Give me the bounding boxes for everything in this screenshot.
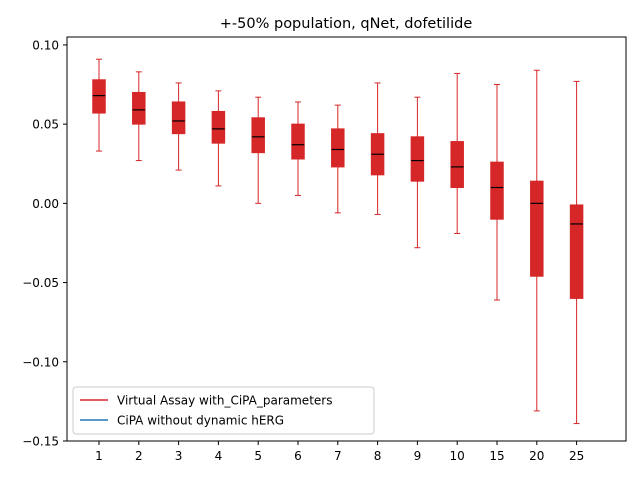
- box-1: [92, 58, 106, 152]
- box-3: [171, 82, 186, 171]
- box-20: [530, 69, 544, 412]
- chart-title: +-50% population, qNet, dofetilide: [220, 16, 473, 32]
- box-iqr-7: [331, 128, 345, 168]
- x-tick-label: 5: [254, 449, 262, 463]
- legend-label-virtual-assay: Virtual Assay with_CiPA_parameters: [117, 394, 332, 408]
- box-25: [569, 80, 584, 425]
- x-tick-label: 1: [95, 449, 103, 463]
- box-iqr-10: [450, 141, 464, 189]
- box-layer: [92, 58, 584, 425]
- box-2: [132, 71, 146, 162]
- axes-frame: [66, 36, 627, 442]
- y-tick-label: 0.00: [32, 197, 59, 211]
- box-4: [211, 90, 226, 187]
- box-15: [490, 84, 504, 301]
- box-10: [450, 72, 464, 234]
- box-iqr-2: [132, 91, 146, 125]
- x-tick-label: 3: [175, 449, 183, 463]
- x-tick-label: 8: [374, 449, 382, 463]
- box-iqr-25: [569, 204, 584, 299]
- x-tick-label: 7: [334, 449, 342, 463]
- legend: Virtual Assay with_CiPA_parameters CiPA …: [72, 386, 375, 435]
- y-tick-label: 0.10: [32, 38, 59, 52]
- box-6: [291, 101, 305, 196]
- box-8: [370, 82, 385, 215]
- box-iqr-1: [92, 79, 106, 114]
- y-tick-label: 0.05: [32, 118, 59, 132]
- box-7: [331, 104, 345, 214]
- legend-frame: [72, 386, 375, 435]
- x-tick-label: 20: [529, 449, 544, 463]
- box-9: [410, 96, 425, 249]
- x-tick-label: 25: [569, 449, 584, 463]
- x-tick-label: 4: [215, 449, 223, 463]
- x-tick-label: 6: [294, 449, 302, 463]
- box-iqr-20: [530, 180, 544, 277]
- box-iqr-15: [490, 161, 504, 220]
- box-iqr-4: [211, 110, 226, 144]
- x-tick-label: 2: [135, 449, 143, 463]
- box-iqr-3: [171, 101, 186, 135]
- box-iqr-9: [410, 136, 425, 182]
- box-5: [251, 96, 265, 204]
- y-tick-label: −0.15: [22, 435, 59, 449]
- box-iqr-5: [251, 117, 265, 154]
- x-tick-label: 9: [414, 449, 422, 463]
- axes: −0.15 −0.10 −0.05 0.00 0.05 0.10 1 2 3 4 5 6 7 8 9 10 15…: [22, 36, 627, 463]
- legend-label-cipa: CiPA without dynamic hERG: [117, 414, 284, 428]
- box-iqr-6: [291, 123, 305, 160]
- x-tick-label: 15: [489, 449, 504, 463]
- y-tick-label: −0.05: [22, 276, 59, 290]
- x-tick-label: 10: [450, 449, 465, 463]
- y-tick-label: −0.10: [22, 355, 59, 369]
